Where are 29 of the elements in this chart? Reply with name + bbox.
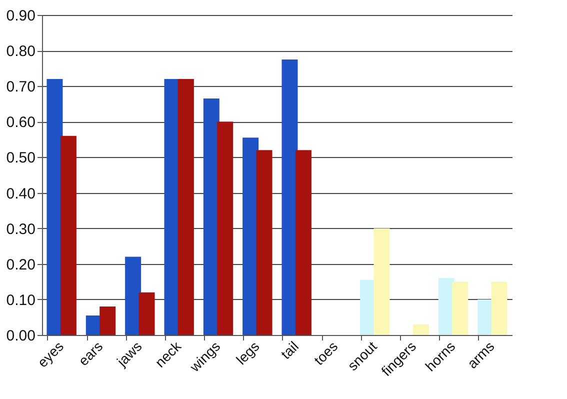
bar	[374, 228, 390, 335]
bar	[452, 282, 468, 335]
bar	[295, 150, 312, 335]
bar	[100, 306, 116, 335]
bar	[60, 136, 76, 335]
bar	[138, 292, 155, 335]
y-tick-label: 0.30	[6, 220, 36, 238]
x-tick-label: legs	[232, 338, 262, 368]
y-tick-label: 0.70	[6, 78, 36, 96]
bar	[491, 282, 508, 335]
bar	[256, 150, 272, 335]
x-tick-label: tail	[278, 338, 302, 362]
bar	[282, 59, 298, 335]
bar	[217, 122, 234, 335]
x-tick-label: eyes	[34, 338, 67, 370]
bar	[46, 79, 63, 335]
y-tick-label: 0.40	[6, 185, 36, 202]
bar	[412, 324, 429, 335]
y-tick-label: 0.90	[6, 8, 36, 24]
y-tick-label: 0.00	[6, 328, 36, 344]
y-tick-label: 0.20	[6, 256, 36, 274]
bar	[178, 79, 194, 335]
bar	[125, 256, 142, 335]
y-tick-label: 0.10	[6, 292, 36, 309]
x-tick-label: ears	[75, 338, 106, 369]
y-tick-label: 0.50	[6, 150, 36, 167]
y-tick-label: 0.60	[6, 114, 36, 132]
x-tick-label: toes	[310, 338, 341, 368]
y-tick-label: 0.80	[6, 43, 36, 60]
